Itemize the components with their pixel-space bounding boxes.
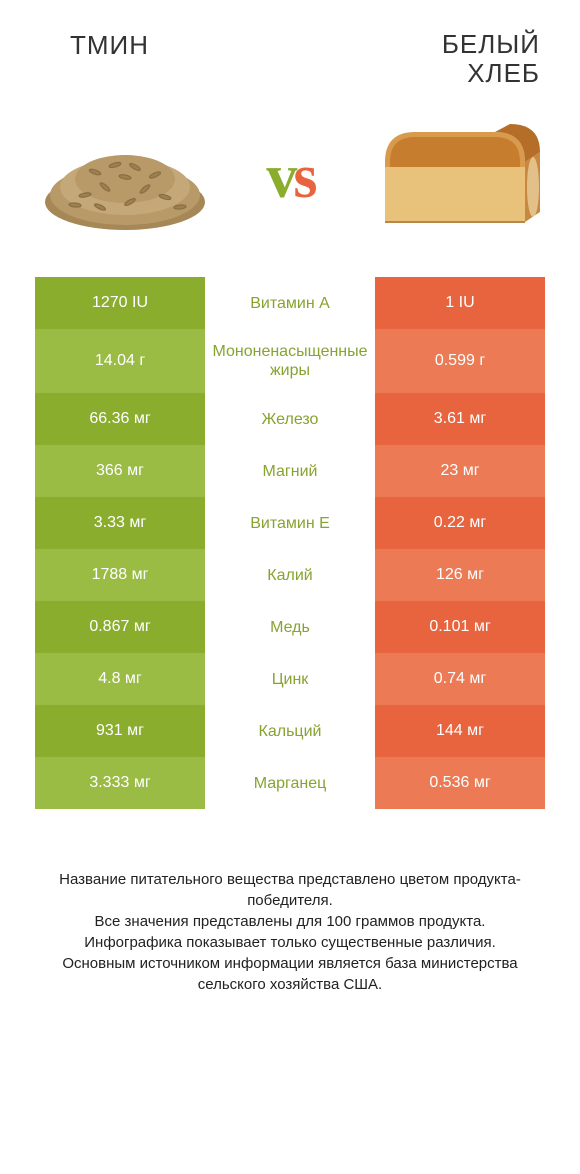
value-right: 0.536 мг bbox=[375, 757, 545, 809]
footer-line: Все значения представлены для 100 граммо… bbox=[30, 911, 550, 932]
value-right: 144 мг bbox=[375, 705, 545, 757]
images-row: vs bbox=[0, 97, 580, 277]
value-left: 1788 мг bbox=[35, 549, 205, 601]
nutrient-label: Кальций bbox=[205, 705, 375, 757]
bread-image bbox=[360, 107, 550, 247]
nutrient-label: Витамин A bbox=[205, 277, 375, 329]
value-right: 0.22 мг bbox=[375, 497, 545, 549]
value-left: 3.33 мг bbox=[35, 497, 205, 549]
nutrient-label: Калий bbox=[205, 549, 375, 601]
footer-line: Название питательного вещества представл… bbox=[30, 869, 550, 911]
table-row: 366 мгМагний23 мг bbox=[35, 445, 545, 497]
table-row: 0.867 мгМедь0.101 мг bbox=[35, 601, 545, 653]
value-left: 4.8 мг bbox=[35, 653, 205, 705]
value-left: 66.36 мг bbox=[35, 393, 205, 445]
value-left: 3.333 мг bbox=[35, 757, 205, 809]
table-row: 14.04 гМононенасыщенные жиры0.599 г bbox=[35, 329, 545, 393]
value-left: 366 мг bbox=[35, 445, 205, 497]
product-left-title: ТМИН bbox=[40, 30, 305, 87]
footer-line: Инфографика показывает только существенн… bbox=[30, 932, 550, 953]
bread-icon bbox=[365, 112, 545, 242]
value-left: 14.04 г bbox=[35, 329, 205, 393]
nutrient-label: Мононенасыщенные жиры bbox=[205, 329, 375, 393]
vs-s: s bbox=[293, 143, 313, 211]
product-right-title: БЕЛЫЙ ХЛЕБ bbox=[305, 30, 540, 87]
value-right: 126 мг bbox=[375, 549, 545, 601]
nutrient-label: Витамин E bbox=[205, 497, 375, 549]
table-row: 1788 мгКалий126 мг bbox=[35, 549, 545, 601]
value-left: 0.867 мг bbox=[35, 601, 205, 653]
cumin-image bbox=[30, 107, 220, 247]
value-left: 931 мг bbox=[35, 705, 205, 757]
value-right: 0.599 г bbox=[375, 329, 545, 393]
value-right: 1 IU bbox=[375, 277, 545, 329]
nutrient-label: Магний bbox=[205, 445, 375, 497]
footer-line: Основным источником информации является … bbox=[30, 953, 550, 995]
nutrient-label: Цинк bbox=[205, 653, 375, 705]
value-right: 23 мг bbox=[375, 445, 545, 497]
table-row: 3.333 мгМарганец0.536 мг bbox=[35, 757, 545, 809]
value-right: 0.74 мг bbox=[375, 653, 545, 705]
table-row: 1270 IUВитамин A1 IU bbox=[35, 277, 545, 329]
table-row: 66.36 мгЖелезо3.61 мг bbox=[35, 393, 545, 445]
value-left: 1270 IU bbox=[35, 277, 205, 329]
nutrient-label: Марганец bbox=[205, 757, 375, 809]
value-right: 3.61 мг bbox=[375, 393, 545, 445]
cumin-icon bbox=[35, 117, 215, 237]
table-row: 931 мгКальций144 мг bbox=[35, 705, 545, 757]
header: ТМИН БЕЛЫЙ ХЛЕБ bbox=[0, 0, 580, 97]
value-right: 0.101 мг bbox=[375, 601, 545, 653]
table-row: 4.8 мгЦинк0.74 мг bbox=[35, 653, 545, 705]
vs-v: v bbox=[266, 143, 293, 211]
nutrient-label: Медь bbox=[205, 601, 375, 653]
nutrient-label: Железо bbox=[205, 393, 375, 445]
footer-notes: Название питательного вещества представл… bbox=[0, 809, 580, 995]
table-row: 3.33 мгВитамин E0.22 мг bbox=[35, 497, 545, 549]
comparison-table: 1270 IUВитамин A1 IU14.04 гМононенасыщен… bbox=[0, 277, 580, 809]
vs-label: vs bbox=[266, 142, 313, 213]
